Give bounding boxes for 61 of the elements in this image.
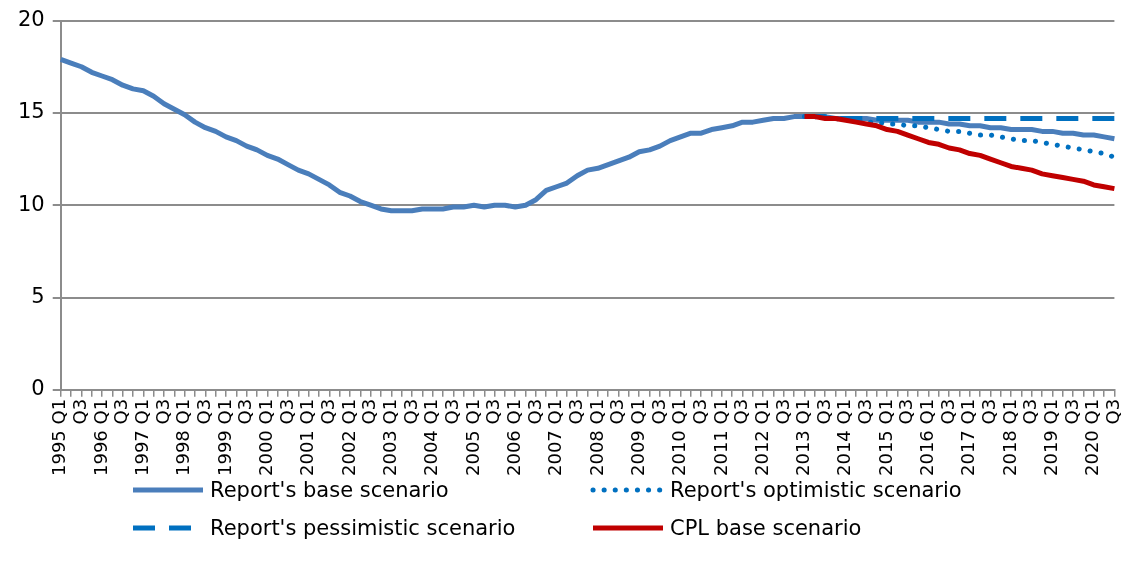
x-tick-label: 2014 Q1 — [833, 398, 855, 477]
x-tick-label: 1999 Q1 — [213, 398, 235, 477]
x-tick-label: Q3 — [606, 398, 628, 425]
x-tick-label: Q3 — [1060, 398, 1082, 425]
x-tick-label: 2020 Q1 — [1081, 398, 1103, 477]
y-tick-label: 15 — [17, 99, 45, 124]
x-tick-label: Q3 — [1019, 398, 1041, 425]
x-tick-label: Q3 — [316, 398, 338, 425]
x-tick-label: 2017 Q1 — [957, 398, 979, 477]
x-tick-label: 2015 Q1 — [874, 398, 896, 477]
x-tick-label: Q3 — [482, 398, 504, 425]
legend-label: Report's optimistic scenario — [670, 478, 962, 502]
x-tick-label: 1998 Q1 — [172, 398, 194, 477]
x-tick-label: Q3 — [440, 398, 462, 425]
x-tick-label: 2003 Q1 — [378, 398, 400, 477]
legend-label: Report's pessimistic scenario — [210, 516, 516, 540]
x-tick-label: 2000 Q1 — [255, 398, 276, 477]
x-tick-label: Q3 — [730, 398, 752, 425]
x-tick-label: Q3 — [69, 398, 91, 425]
x-tick-label: 2009 Q1 — [626, 398, 648, 477]
y-tick-label: 10 — [17, 191, 45, 216]
x-tick-label: 1995 Q1 — [48, 398, 70, 477]
x-tick-label: Q3 — [110, 398, 132, 425]
x-tick-label: 2012 Q1 — [750, 398, 772, 477]
x-tick-label: Q3 — [936, 398, 958, 425]
x-tick-label: 2004 Q1 — [420, 398, 442, 477]
x-tick-label: Q3 — [647, 398, 669, 425]
x-tick-label: 2016 Q1 — [916, 398, 938, 477]
x-tick-label: 2019 Q1 — [1040, 398, 1062, 477]
x-tick-label: Q3 — [151, 398, 173, 425]
x-tick-label: 2005 Q1 — [461, 398, 483, 477]
legend-label: Report's base scenario — [210, 478, 449, 502]
y-tick-label: 0 — [31, 376, 45, 401]
x-tick-label: 1996 Q1 — [89, 398, 111, 477]
y-tick-label: 5 — [31, 283, 45, 308]
legend-label: CPL base scenario — [670, 516, 862, 540]
x-tick-label: Q3 — [895, 398, 917, 425]
x-tick-label: 2011 Q1 — [709, 398, 731, 477]
x-tick-label: Q3 — [523, 398, 545, 425]
x-tick-label: 2018 Q1 — [998, 398, 1020, 477]
x-tick-label: 2002 Q1 — [337, 398, 359, 477]
x-tick-label: Q3 — [1102, 398, 1124, 425]
x-tick-label: Q3 — [193, 398, 215, 425]
x-tick-label: 2010 Q1 — [668, 398, 690, 477]
x-tick-label: Q3 — [978, 398, 1000, 425]
x-tick-label: 1997 Q1 — [131, 398, 153, 477]
x-tick-label: 2001 Q1 — [296, 398, 318, 477]
x-tick-label: Q3 — [854, 398, 876, 425]
x-tick-label: Q3 — [771, 398, 793, 425]
x-tick-label: Q3 — [688, 398, 710, 425]
x-tick-label: 2008 Q1 — [585, 398, 607, 477]
x-tick-label: Q3 — [275, 398, 297, 425]
x-tick-label: 2007 Q1 — [544, 398, 566, 477]
x-tick-label: Q3 — [358, 398, 380, 425]
x-tick-label: Q3 — [564, 398, 586, 425]
x-tick-label: Q3 — [234, 398, 256, 425]
x-tick-label: Q3 — [812, 398, 834, 425]
x-tick-label: Q3 — [399, 398, 421, 425]
x-tick-label: 2013 Q1 — [792, 398, 814, 477]
x-tick-label: 2006 Q1 — [502, 398, 524, 477]
y-tick-label: 20 — [17, 7, 45, 32]
